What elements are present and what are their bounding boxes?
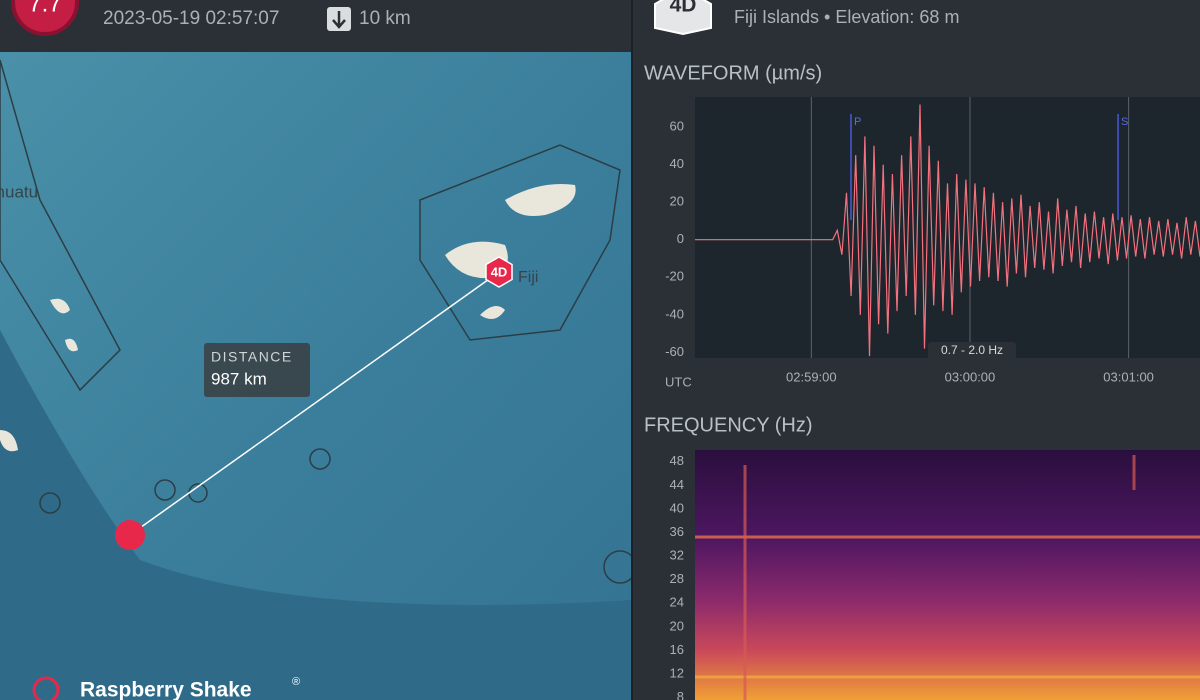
distance-title: DISTANCE xyxy=(211,349,293,365)
spectrogram-axis: 48 44 40 36 32 28 24 20 16 12 8 xyxy=(670,453,684,700)
event-header xyxy=(0,0,632,52)
logo-icon xyxy=(32,676,60,700)
y-tick-label: -40 xyxy=(665,306,684,321)
y-tick-label: 48 xyxy=(670,453,684,468)
station-location: Fiji Islands • Elevation: 68 m xyxy=(734,7,959,27)
y-tick-label: -60 xyxy=(665,344,684,359)
station-marker-label: 4D xyxy=(491,264,508,279)
region-label: Vanuatu xyxy=(0,182,38,201)
phase-label: S xyxy=(1121,116,1128,128)
waveform-title: WAVEFORM (µm/s) xyxy=(644,62,822,84)
location: Fiji Islands xyxy=(734,7,819,27)
separator: • xyxy=(824,7,830,27)
station-badge xyxy=(654,0,712,36)
x-tick-label: 03:01:00 xyxy=(1103,369,1154,384)
y-tick-label: 44 xyxy=(670,477,684,492)
waveform-plot xyxy=(695,97,1200,358)
map-border xyxy=(419,144,621,341)
y-tick-label: -20 xyxy=(665,269,684,284)
distance-box xyxy=(204,343,310,397)
event-depth: 10 km xyxy=(359,8,411,29)
logo[interactable]: Raspberry Shake ® xyxy=(32,676,300,700)
magnitude: 7.7 xyxy=(28,0,61,17)
event-datetime: 2023-05-19 02:57:07 xyxy=(103,8,279,29)
y-tick-label: 24 xyxy=(670,595,684,610)
map-reef xyxy=(309,448,331,470)
x-tick-label: 02:59:00 xyxy=(786,369,837,384)
map-island xyxy=(505,184,576,216)
x-tick-label: 03:00:00 xyxy=(945,369,996,384)
y-tick-label: 0 xyxy=(677,231,684,246)
map-island xyxy=(480,306,505,319)
epicenter-marker[interactable] xyxy=(115,520,145,550)
y-tick-label: 36 xyxy=(670,524,684,539)
x-unit-label: UTC xyxy=(665,374,692,389)
filter-label: 0.7 - 2.0 Hz xyxy=(941,343,1003,357)
y-tick-label: 60 xyxy=(670,118,684,133)
map-border xyxy=(0,59,121,392)
country-label: Fiji xyxy=(518,269,538,286)
map-reef xyxy=(603,550,632,584)
y-tick-label: 12 xyxy=(670,665,684,680)
station-badge-label: 4D xyxy=(670,0,697,17)
waveform-line xyxy=(695,104,1200,357)
y-tick-label: 20 xyxy=(670,618,684,633)
map-deep xyxy=(0,330,632,700)
phase-label: P xyxy=(854,116,861,128)
logo-text: Raspberry Shake xyxy=(80,679,252,700)
filter-box xyxy=(928,342,1016,360)
map-reef xyxy=(154,479,176,501)
y-tick-label: 28 xyxy=(670,571,684,586)
map-island xyxy=(0,298,78,452)
y-tick-label: 8 xyxy=(677,689,684,700)
logo-mark: ® xyxy=(292,676,300,688)
y-tick-label: 40 xyxy=(670,500,684,515)
distance-line xyxy=(129,271,500,536)
y-tick-label: 16 xyxy=(670,642,684,657)
waveform-chart: 02:59:00 03:00:00 03:01:00 60 40 20 0 -20 -40 -60… xyxy=(665,97,1200,384)
elevation: Elevation: 68 m xyxy=(835,7,959,27)
map-reef xyxy=(39,492,61,514)
spectrogram xyxy=(695,450,1200,700)
magnitude-badge xyxy=(11,0,79,36)
map[interactable]: Vanuatu Fiji 4D DISTANCE 987 km Raspberr… xyxy=(0,52,636,700)
y-tick-label: 20 xyxy=(670,194,684,209)
distance-value: 987 km xyxy=(211,369,267,388)
depth-arrow xyxy=(332,11,346,29)
spectrogram-title: FREQUENCY (Hz) xyxy=(644,414,813,436)
station-marker[interactable] xyxy=(485,256,513,288)
y-tick-label: 32 xyxy=(670,548,684,563)
y-tick-label: 40 xyxy=(670,156,684,171)
